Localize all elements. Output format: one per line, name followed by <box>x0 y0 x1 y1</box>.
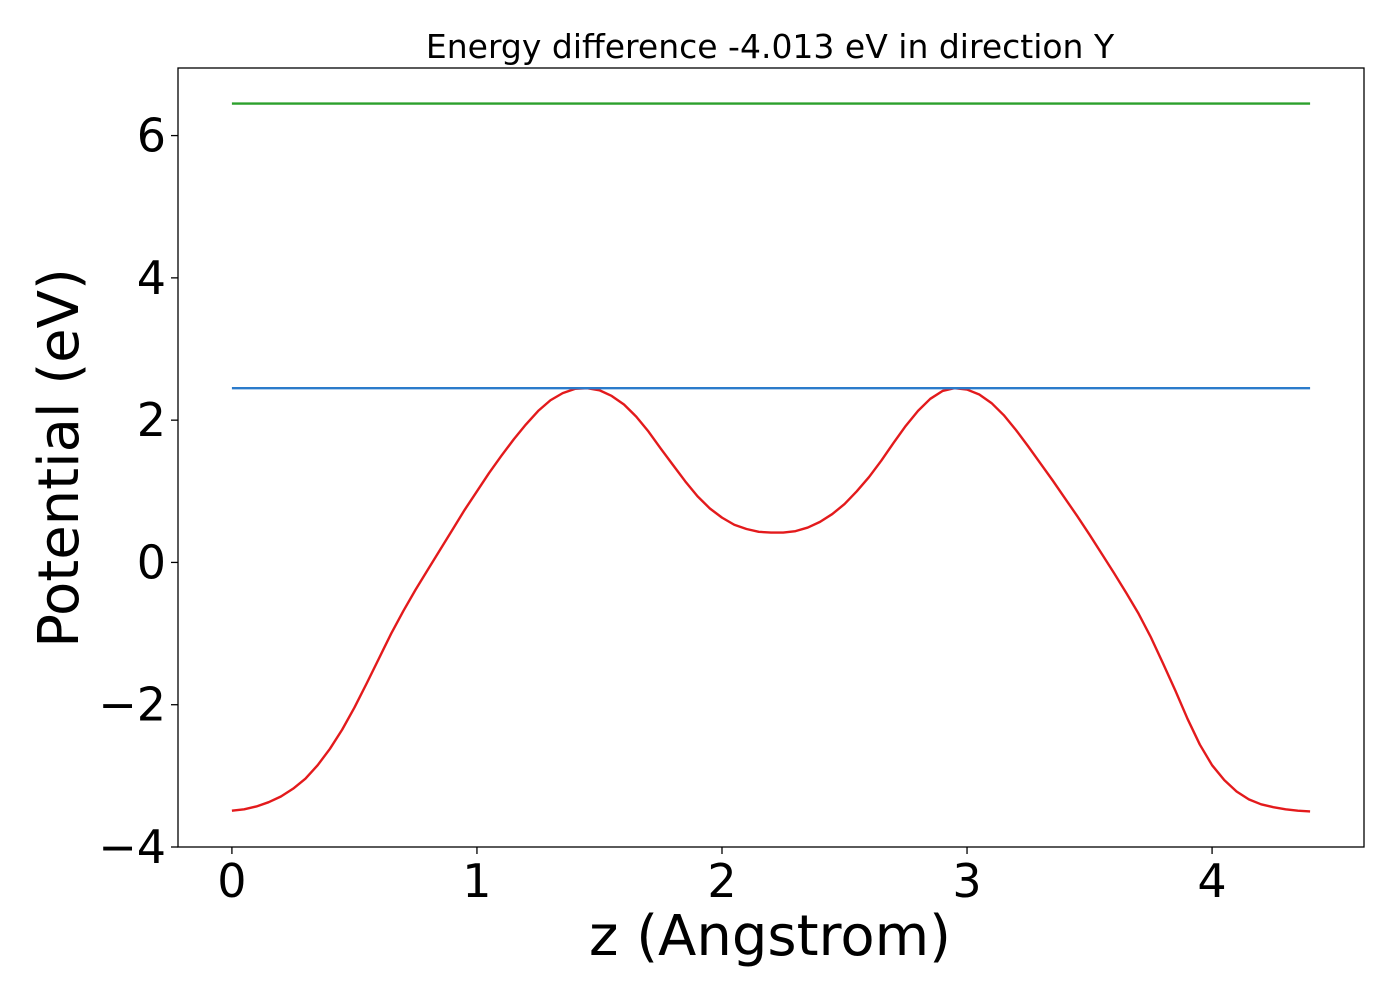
y-tick-label-5: 6 <box>137 109 166 163</box>
y-tick-label-4: 4 <box>137 251 166 305</box>
chart-title: Energy difference -4.013 eV in direction… <box>426 27 1115 66</box>
y-tick-label-0: −4 <box>98 820 166 874</box>
x-axis-label: z (Angstrom) <box>589 904 951 969</box>
y-axis: −4 −2 0 2 4 6 <box>98 109 178 874</box>
plot-area <box>177 67 1365 848</box>
x-tick-label-0: 0 <box>217 854 246 908</box>
x-tick-label-3: 3 <box>952 854 981 908</box>
y-tick-label-1: −2 <box>98 678 166 732</box>
plot-frame <box>177 67 1365 848</box>
y-tick-label-2: 0 <box>137 535 166 589</box>
x-tick-label-1: 1 <box>462 854 491 908</box>
x-tick-label-2: 2 <box>707 854 736 908</box>
x-axis: 0 1 2 3 4 <box>217 847 1227 908</box>
x-tick-label-4: 4 <box>1197 854 1226 908</box>
y-tick-label-3: 2 <box>137 393 166 447</box>
y-axis-label: Potential (eV) <box>27 268 92 648</box>
series-line-1 <box>231 386 1311 813</box>
series-layer <box>231 102 1311 813</box>
